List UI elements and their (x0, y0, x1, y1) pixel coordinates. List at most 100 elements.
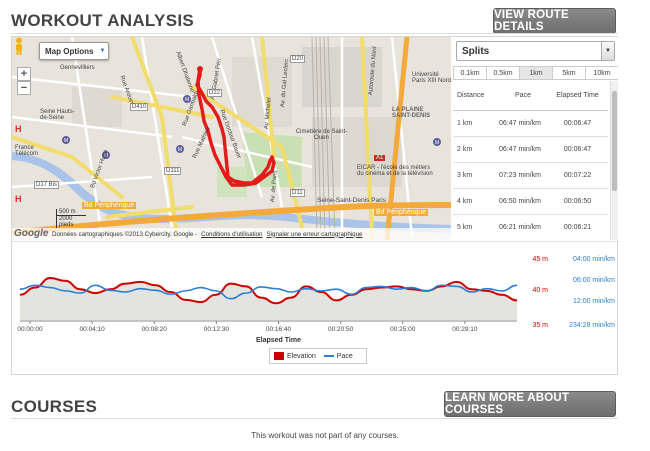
chart-canvas: 00:00:00 00:04:10 00:08:20 00:12:30 00:16:40… (17, 256, 615, 344)
map-label: Bd Périphérique (82, 202, 137, 209)
split-distance: 1 km (457, 120, 473, 127)
pace-axis-label: 12:00 min/km (573, 298, 615, 305)
map-label: Bd Périphérique (374, 209, 429, 216)
splits-table: Distance Pace Elapsed Time 1 km 06:47 mi… (453, 81, 608, 240)
split-pace: 06:47 min/km (499, 120, 542, 127)
svg-text:H: H (15, 124, 22, 134)
google-logo: Google (14, 228, 49, 239)
svg-text:M: M (178, 147, 182, 153)
learn-more-courses-button[interactable]: LEARN MORE ABOUT COURSES (444, 391, 616, 417)
table-row: 1 km 06:47 min/km 00:06:47 (453, 111, 608, 137)
split-elapsed: 00:07:22 (563, 172, 592, 179)
tab-0-5km[interactable]: 0.5km (486, 66, 520, 80)
tab-5km[interactable]: 5km (552, 66, 586, 80)
pace-line (19, 284, 518, 300)
map-scale: 500 m 2000 pieds (56, 209, 86, 228)
route-map[interactable]: MMMMMM HH Albert Dhalenne Rue Ardoin Rue… (12, 37, 451, 240)
pace-axis-label: 04:00 min/km (573, 256, 615, 263)
x-tick-label: 00:20:50 (328, 326, 354, 333)
legend-pace: Pace (336, 352, 353, 360)
dropdown-arrow-icon: ▼ (601, 42, 614, 60)
svg-text:M: M (64, 138, 68, 144)
title-divider (11, 33, 618, 34)
map-label: LA PLAINE SAINT-DENIS (392, 107, 431, 119)
pegman-icon[interactable] (12, 37, 26, 55)
map-label: A1 (374, 155, 386, 161)
splits-dropdown[interactable]: Splits ▼ (456, 41, 615, 61)
split-elapsed: 00:06:21 (563, 224, 592, 231)
zoom-out-button[interactable]: − (17, 81, 31, 95)
elevation-pace-chart: 00:00:00 00:04:10 00:08:20 00:12:30 00:16:40… (12, 241, 619, 375)
map-attribution: Données cartographiques ©2013 Cybercity,… (12, 228, 451, 240)
tab-1km[interactable]: 1km (519, 66, 553, 80)
terms-link[interactable]: Conditions d'utilisation (201, 230, 263, 238)
svg-text:M: M (185, 97, 189, 103)
pace-swatch (323, 355, 334, 357)
x-tick-label: 00:00:00 (17, 326, 43, 333)
map-label: Cimetière de Saint-Ouen (295, 129, 348, 141)
split-elapsed: 00:06:47 (563, 146, 592, 153)
x-tick-label: 00:12:30 (204, 326, 230, 333)
map-options-dropdown[interactable]: Map Options ▼ (39, 42, 109, 60)
zoom-in-button[interactable]: + (17, 67, 31, 81)
split-pace: 06:47 min/km (499, 146, 542, 153)
map-label: France Télécom (15, 145, 39, 157)
x-tick-label: 00:29:10 (452, 326, 478, 333)
attribution-text: Données cartographiques ©2013 Cybercity,… (52, 230, 198, 238)
map-label: EICAR - l'école des métiers du cinéma et… (357, 165, 433, 177)
map-label: D111 (164, 167, 182, 175)
pace-axis-label: 234:28 min/km (569, 322, 615, 329)
report-error-link[interactable]: Signaler une erreur cartographique (266, 230, 363, 238)
scale-feet: 2000 pieds (56, 215, 86, 228)
splits-scrollbar[interactable] (610, 81, 618, 240)
svg-text:M: M (104, 153, 108, 159)
split-distance: 3 km (457, 172, 473, 179)
map-label: Gennevilliers (60, 65, 95, 71)
pace-axis-label: 06:00 min/km (573, 277, 615, 284)
x-tick-label: 00:16:40 (266, 326, 292, 333)
split-distance: 2 km (457, 146, 473, 153)
courses-divider (11, 418, 618, 419)
map-canvas: MMMMMM HH (12, 37, 451, 240)
splits-panel: Splits ▼ 0.1km 0.5km 1km 5km 10km Distan… (453, 37, 618, 240)
table-row: 4 km 06:50 min/km 00:06:50 (453, 189, 608, 215)
map-label: Université Paris XIII Nord (412, 72, 451, 84)
caret-down-icon: ▼ (99, 48, 106, 54)
map-label: Seine Hauts-de-Seine (40, 109, 75, 121)
splits-dropdown-label: Splits (462, 45, 490, 57)
scrollbar-thumb[interactable] (612, 91, 617, 191)
col-elapsed: Elapsed Time (556, 92, 599, 99)
scale-meters: 500 m (56, 209, 78, 215)
workout-panel: MMMMMM HH Albert Dhalenne Rue Ardoin Rue… (11, 36, 619, 375)
map-label: D11 (290, 189, 305, 197)
x-axis-title: Elapsed Time (256, 337, 301, 344)
view-route-details-button[interactable]: VIEW ROUTE DETAILS (493, 8, 616, 34)
elevation-area (20, 278, 517, 320)
x-tick-label: 00:25:00 (390, 326, 416, 333)
split-pace: 07:23 min/km (499, 172, 542, 179)
x-tick-label: 00:08:20 (142, 326, 168, 333)
elevation-axis-label: 40 m (532, 287, 548, 294)
tab-0-1km[interactable]: 0.1km (453, 66, 487, 80)
courses-title: COURSES (11, 397, 98, 416)
split-distance: 5 km (457, 224, 473, 231)
col-distance: Distance (457, 92, 485, 99)
map-label: D22 (207, 89, 223, 97)
split-distance-tabs: 0.1km 0.5km 1km 5km 10km (453, 66, 618, 80)
legend-elevation: Elevation (287, 352, 316, 360)
split-pace: 06:21 min/km (499, 224, 542, 231)
map-options-label: Map Options (45, 46, 94, 56)
elevation-axis-label: 45 m (532, 256, 548, 263)
elevation-axis-label: 35 m (532, 322, 548, 329)
split-pace: 06:50 min/km (499, 198, 542, 205)
map-label: D410 (130, 103, 149, 111)
splits-header-row: Distance Pace Elapsed Time (453, 81, 608, 111)
page-title: WORKOUT ANALYSIS (11, 11, 194, 30)
courses-note: This workout was not part of any courses… (251, 431, 399, 440)
map-label: Seine-Saint-Denis Paris (317, 197, 387, 204)
tab-10km[interactable]: 10km (585, 66, 618, 80)
elevation-swatch (274, 352, 284, 360)
split-elapsed: 00:06:47 (563, 120, 592, 127)
col-pace: Pace (515, 92, 531, 99)
chart-legend: Elevation Pace (269, 348, 367, 364)
